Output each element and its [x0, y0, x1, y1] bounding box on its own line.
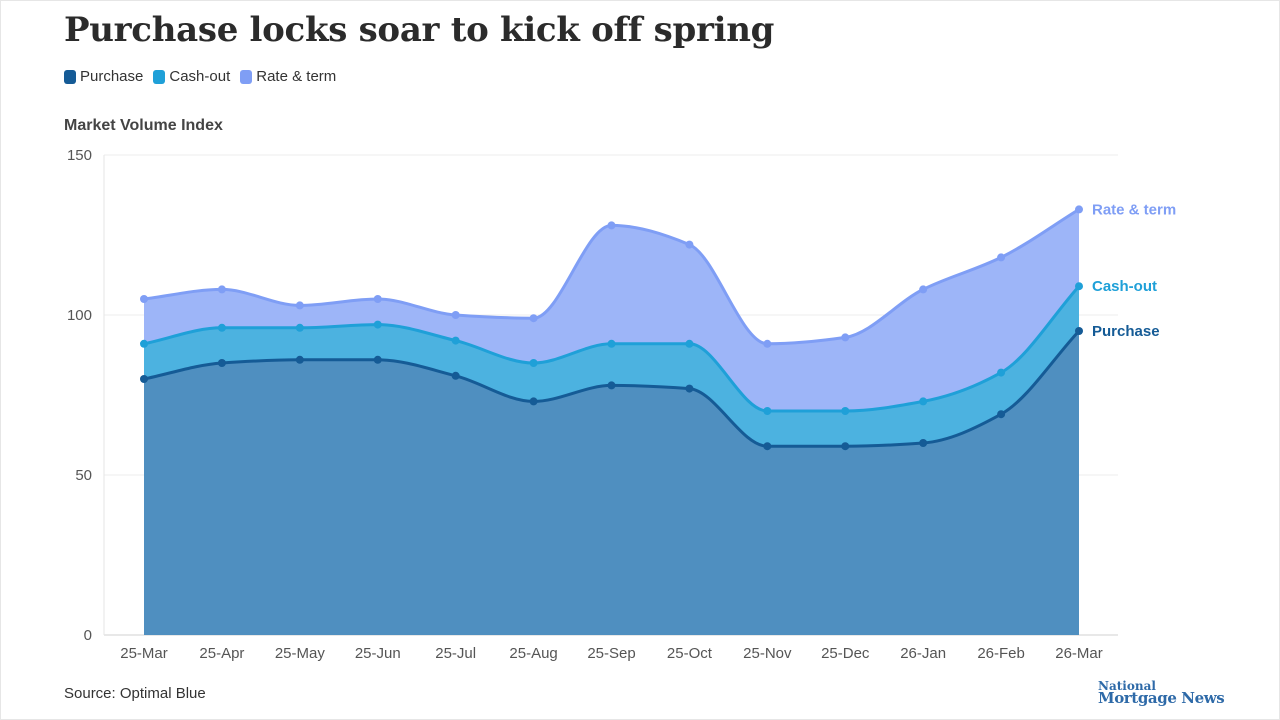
y-tick-label: 150 — [67, 147, 92, 164]
point-purchase — [685, 384, 694, 393]
point-cash-out — [140, 339, 148, 348]
point-rate-term — [217, 285, 226, 294]
legend-item-cash-out: Cash-out — [153, 68, 230, 85]
point-purchase — [763, 442, 772, 451]
chart-title: Purchase locks soar to kick off spring — [64, 10, 775, 50]
point-cash-out — [685, 339, 694, 348]
point-purchase — [373, 355, 382, 364]
point-cash-out — [607, 339, 616, 348]
point-rate-term — [451, 311, 460, 319]
x-tick-label: 25-Oct — [667, 645, 713, 662]
point-purchase — [217, 359, 226, 367]
legend-label-rate-term: Rate & term — [256, 68, 337, 85]
point-purchase — [295, 355, 304, 364]
point-rate-term — [997, 253, 1006, 262]
legend-label-purchase: Purchase — [80, 68, 144, 85]
point-rate-term — [140, 295, 148, 303]
legend-label-cash-out: Cash-out — [169, 68, 231, 85]
point-purchase — [140, 375, 148, 383]
point-cash-out — [373, 320, 382, 329]
legend-swatch-cash-out — [153, 69, 166, 84]
x-tick-label: 25-Sep — [587, 645, 635, 662]
point-rate-term — [841, 333, 850, 342]
x-tick-label: 25-Jun — [355, 645, 401, 662]
point-cash-out — [529, 359, 538, 367]
legend: Purchase Cash-out Rate & term — [64, 68, 336, 85]
point-purchase — [841, 442, 850, 451]
y-axis-title: Market Volume Index — [64, 117, 223, 134]
x-tick-label: 25-Apr — [199, 645, 244, 662]
point-rate-term — [1075, 205, 1083, 214]
y-tick-label: 0 — [84, 627, 92, 644]
x-tick-label: 25-Jul — [435, 645, 476, 662]
legend-item-purchase: Purchase — [64, 68, 143, 85]
point-purchase — [919, 439, 928, 447]
point-cash-out — [1075, 282, 1083, 291]
point-cash-out — [763, 407, 772, 415]
area-purchase — [144, 331, 1079, 635]
point-cash-out — [919, 397, 928, 406]
x-tick-label: 26-Jan — [900, 645, 946, 662]
point-purchase — [997, 410, 1006, 419]
legend-swatch-rate-term — [240, 69, 253, 84]
end-label-cash-out: Cash-out — [1092, 278, 1157, 295]
point-purchase — [451, 371, 460, 380]
x-tick-label: 25-Nov — [743, 645, 792, 662]
x-tick-label: 25-Mar — [120, 645, 168, 662]
x-tick-label: 26-Feb — [977, 645, 1025, 662]
point-cash-out — [451, 336, 460, 345]
point-rate-term — [919, 285, 928, 294]
brand-line-1: National — [1098, 679, 1156, 693]
point-rate-term — [685, 240, 694, 249]
point-rate-term — [373, 295, 382, 303]
point-cash-out — [217, 323, 226, 332]
end-label-purchase: Purchase — [1092, 323, 1160, 340]
legend-swatch-purchase — [64, 69, 76, 84]
point-cash-out — [841, 407, 850, 415]
x-tick-label: 25-Dec — [821, 645, 870, 662]
x-tick-label: 25-Aug — [509, 645, 557, 662]
brand-logo: National Mortgage News — [1098, 679, 1228, 707]
end-label-rate-term: Rate & term — [1092, 201, 1176, 218]
brand-line-2: Mortgage News — [1098, 689, 1225, 707]
legend-item-rate-term: Rate & term — [240, 68, 336, 85]
y-tick-label: 100 — [67, 307, 92, 324]
point-rate-term — [295, 301, 304, 310]
point-cash-out — [997, 368, 1006, 377]
point-purchase — [529, 397, 538, 406]
point-rate-term — [763, 339, 772, 348]
y-tick-label: 50 — [75, 467, 92, 484]
point-purchase — [607, 381, 616, 390]
point-cash-out — [295, 323, 304, 332]
x-tick-label: 26-Mar — [1055, 645, 1103, 662]
point-purchase — [1075, 327, 1083, 335]
x-tick-label: 25-May — [275, 645, 326, 662]
source-note: Source: Optimal Blue — [64, 685, 206, 702]
point-rate-term — [607, 221, 616, 230]
point-rate-term — [529, 314, 538, 323]
